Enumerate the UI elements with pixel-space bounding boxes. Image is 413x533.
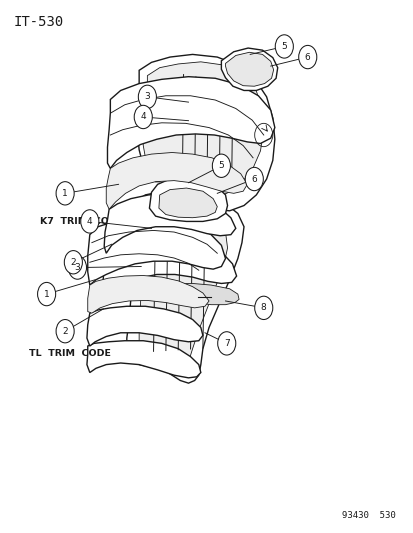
Polygon shape <box>170 284 238 305</box>
Text: K7  TRIM  CODE: K7 TRIM CODE <box>40 217 123 226</box>
Circle shape <box>244 167 263 191</box>
Circle shape <box>56 319 74 343</box>
Polygon shape <box>107 77 274 168</box>
Text: IT-530: IT-530 <box>14 14 64 29</box>
Circle shape <box>254 296 272 319</box>
Text: 1: 1 <box>62 189 68 198</box>
Text: 2: 2 <box>70 258 76 266</box>
Polygon shape <box>137 54 274 211</box>
Circle shape <box>38 282 55 306</box>
Polygon shape <box>159 188 217 217</box>
Text: 2: 2 <box>62 327 68 336</box>
Circle shape <box>68 256 86 279</box>
Circle shape <box>275 35 293 58</box>
Circle shape <box>134 106 152 128</box>
Text: 3: 3 <box>74 263 80 272</box>
Polygon shape <box>87 341 200 378</box>
Text: 1: 1 <box>44 289 50 298</box>
Text: TL  TRIM  CODE: TL TRIM CODE <box>29 350 111 359</box>
Circle shape <box>81 210 99 233</box>
Text: 6: 6 <box>304 53 310 62</box>
Polygon shape <box>126 190 243 383</box>
Text: 93430  530: 93430 530 <box>342 511 395 520</box>
Text: 6: 6 <box>251 174 256 183</box>
Circle shape <box>64 251 82 274</box>
Polygon shape <box>149 176 227 221</box>
Text: 3: 3 <box>144 92 150 101</box>
Text: 5: 5 <box>281 42 287 51</box>
Polygon shape <box>104 193 235 253</box>
Text: 7: 7 <box>223 339 229 348</box>
Circle shape <box>217 332 235 355</box>
Circle shape <box>212 154 230 177</box>
Polygon shape <box>142 62 263 197</box>
Polygon shape <box>87 306 202 346</box>
Polygon shape <box>225 52 273 86</box>
Circle shape <box>138 85 156 109</box>
Text: 4: 4 <box>140 112 146 122</box>
Polygon shape <box>88 276 209 313</box>
Text: 4: 4 <box>87 217 93 226</box>
Polygon shape <box>88 219 225 285</box>
Text: 8: 8 <box>260 303 266 312</box>
Circle shape <box>298 45 316 69</box>
Polygon shape <box>221 48 277 91</box>
Circle shape <box>56 182 74 205</box>
Polygon shape <box>139 200 227 370</box>
Text: 5: 5 <box>218 161 224 170</box>
Polygon shape <box>106 152 247 209</box>
Polygon shape <box>102 237 236 301</box>
